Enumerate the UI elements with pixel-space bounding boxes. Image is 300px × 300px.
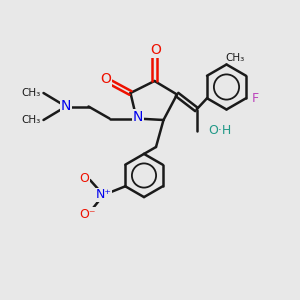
Text: O⁻: O⁻ [79, 208, 95, 221]
Text: N: N [133, 110, 143, 124]
Text: N: N [61, 100, 71, 113]
Text: F: F [251, 92, 259, 105]
Text: O: O [79, 172, 89, 185]
Text: O: O [151, 44, 161, 57]
Text: CH₃: CH₃ [21, 88, 40, 98]
Text: CH₃: CH₃ [21, 115, 40, 125]
Text: O: O [100, 72, 111, 86]
Text: O·H: O·H [208, 124, 232, 137]
Text: CH₃: CH₃ [225, 53, 244, 63]
Text: N⁺: N⁺ [95, 188, 112, 202]
